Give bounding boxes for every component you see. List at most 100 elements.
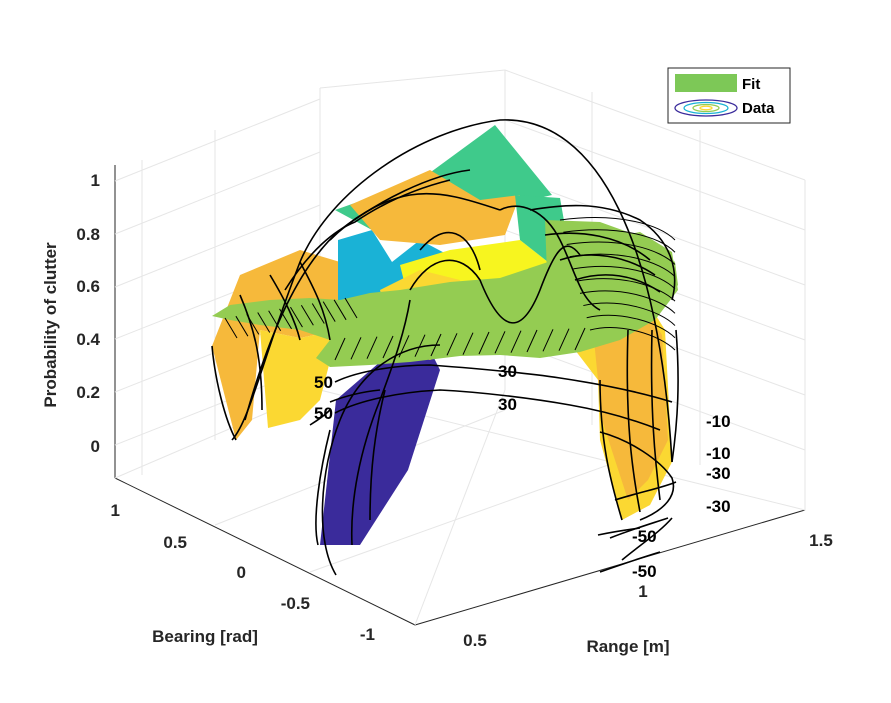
y-tick-label: 0 [237,563,246,582]
contour-label: 30 [498,362,517,381]
contour-label: -30 [706,464,731,483]
y-axis-label: Bearing [rad] [152,627,258,646]
mesh-line [334,337,346,361]
wireframe-line [671,329,679,463]
z-tick-label: 1 [91,171,100,190]
y-tick-label: -1 [360,625,375,644]
mesh-line [558,328,570,351]
surface-patch [260,330,338,428]
mesh-line [257,312,271,333]
mesh-line [344,297,358,319]
wireframe-line [329,192,501,241]
y-ticks: 1 0.5 0 -0.5 -1 [111,501,375,644]
contour-label: -50 [632,527,657,546]
contour-line [621,517,673,561]
y-tick-label: -0.5 [281,594,310,613]
x-axis-label: Range [m] [586,637,669,656]
contour-label: 50 [314,404,333,423]
grid-line [114,151,321,235]
surface-patch [590,300,668,500]
wireframe-line [350,299,411,546]
mesh-line [573,265,676,290]
wireframe-line [626,329,641,513]
grid-line [114,98,321,182]
mesh-line [235,315,249,337]
y-tick-label: 1 [111,501,120,520]
mesh-line [290,306,303,328]
contour-line [599,551,661,573]
mesh-line [414,334,426,357]
mesh-line [563,229,676,253]
mesh-line [279,308,292,330]
mesh-line [333,299,347,321]
mesh-line [566,241,676,265]
contour-line [329,389,381,403]
legend: Fit Data [667,67,791,124]
wireframe-line [499,205,601,311]
x-tick-label: 1 [638,582,647,601]
mesh-line [311,303,325,324]
z-tick-label: 0.2 [76,383,100,402]
grid-line [504,174,806,286]
contour-line [597,527,641,536]
mesh-line [268,310,282,331]
contour-line [334,389,661,431]
surface-patch [545,220,678,320]
mesh-line [398,335,410,358]
grid-line [319,69,506,89]
wireframe-line [599,379,623,521]
mesh-line [574,327,586,351]
surface-patch [212,250,340,440]
mesh-line [569,253,676,278]
contour-line [599,431,675,521]
wireframe-line [369,389,386,521]
grid-line [504,69,806,181]
y-axis-line [114,477,416,626]
grid-line [114,204,321,288]
wireframe-line [231,119,673,463]
z-tick-label: 0.8 [76,225,100,244]
wireframe-line [650,329,661,501]
z-tick-label: 0 [91,437,100,456]
mesh-line [559,217,676,241]
grid-line [504,119,806,231]
wireframe-line [299,261,331,341]
mesh-line [589,327,676,351]
grid-line [414,389,506,626]
surface-patch [350,170,520,245]
mesh-line [526,329,538,353]
mesh-line [224,317,238,339]
contour-label: -10 [706,412,731,431]
x-tick-label: 0.5 [463,631,487,650]
z-axis-label: Probability of clutter [41,242,60,408]
contour-label: -30 [706,497,731,516]
grid-line [309,449,651,573]
mesh-line [586,314,676,339]
axes-box [114,165,806,626]
surface-wireframe [211,119,679,576]
legend-data-swatch [674,99,738,117]
wireframe-line [544,232,651,261]
mesh-line [462,332,474,355]
legend-data-label: Data [742,100,775,117]
mesh-line [350,337,362,360]
contour-label: 50 [314,373,333,392]
contour-line [614,481,677,501]
wireframe-line [211,345,237,441]
mesh-line [322,301,336,322]
z-tick-label: 0.6 [76,277,100,296]
wireframe-line [284,179,451,291]
mesh-line [583,302,676,326]
y-tick-label: 0.5 [163,533,187,552]
mesh-line [430,333,442,357]
mesh-line [300,305,314,326]
contour-label: -50 [632,562,657,581]
mesh-line [579,290,676,314]
mesh-line [576,278,676,302]
mesh-line [366,336,378,359]
contour-label: -10 [706,444,731,463]
mesh-line [510,330,522,353]
contour-line [309,409,331,426]
data-contours [309,364,677,573]
mesh-line [382,335,394,359]
